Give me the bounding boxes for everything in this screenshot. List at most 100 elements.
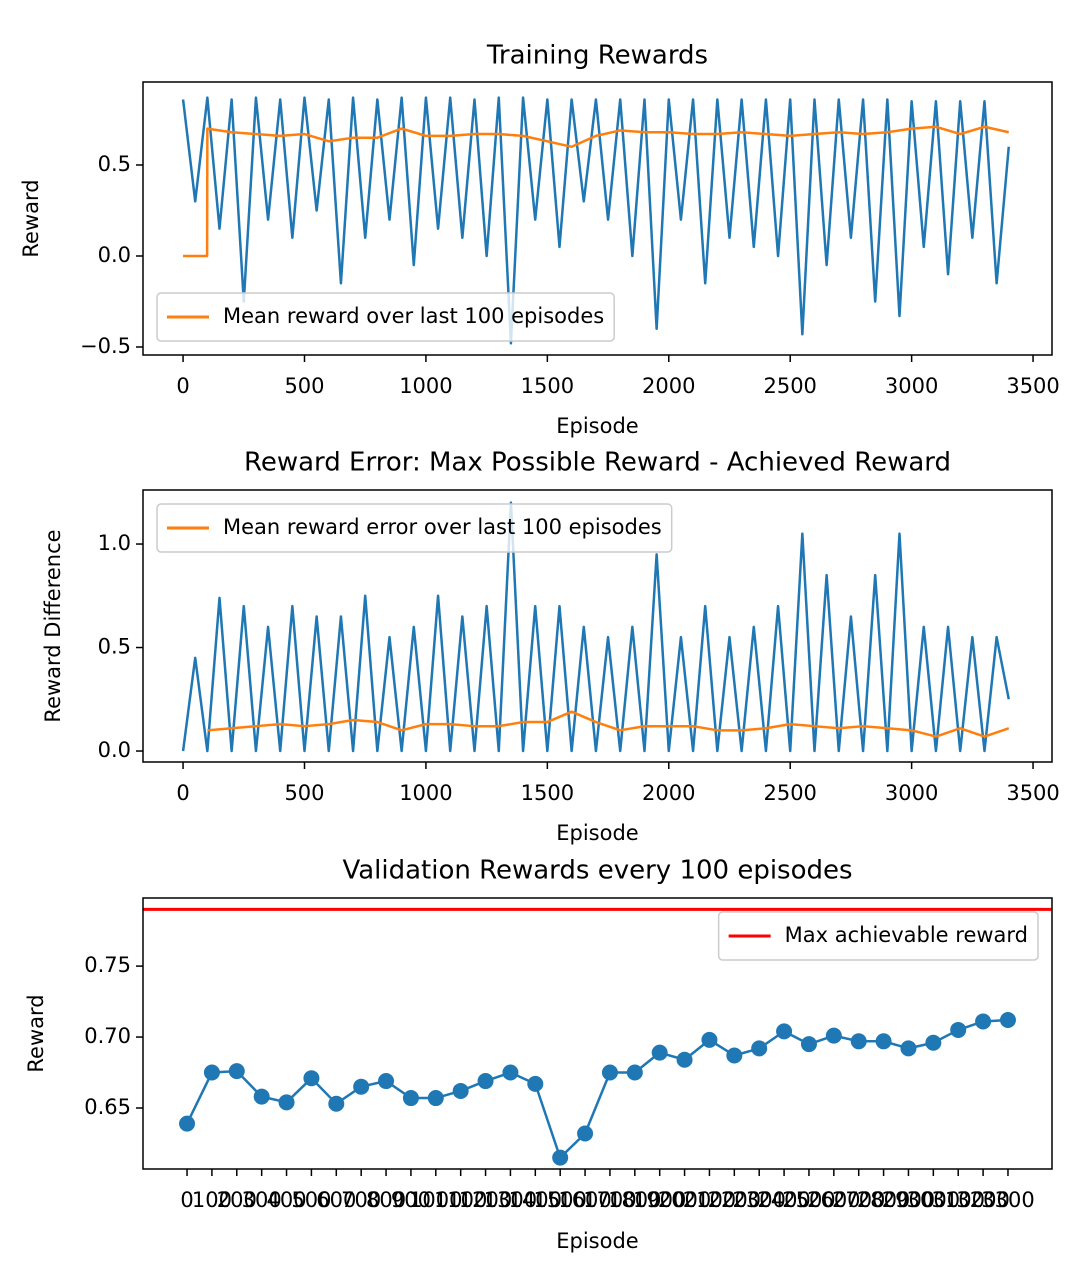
data-point [502,1064,519,1081]
x-tick-label: 2700 [832,1188,885,1212]
x-tick-label: 2000 [658,1188,711,1212]
data-point [303,1070,320,1087]
axes-frame [142,489,1053,763]
data-point [402,1090,419,1107]
data-point [253,1088,270,1105]
x-tick-label: 600 [316,1188,356,1212]
x-tick-label: 1500 [521,781,574,805]
data-point [950,1021,967,1038]
x-tick-label: 900 [391,1188,431,1212]
data-point [278,1094,295,1111]
data-point [776,1023,793,1040]
data-point [527,1075,544,1092]
y-tick-label: 0.5 [98,635,131,659]
x-tick-label: 2300 [732,1188,785,1212]
x-tick-label: 2100 [683,1188,736,1212]
x-tick-label: 3100 [931,1188,984,1212]
x-tick-label: 800 [366,1188,406,1212]
data-point [228,1063,245,1080]
data-point [875,1033,892,1050]
y-tick-label: 0.70 [84,1024,131,1048]
x-tick-label: 500 [284,374,324,398]
data-point [328,1095,345,1112]
axes-title: Validation Rewards every 100 episodes [342,856,852,886]
axes-title: Reward Error: Max Possible Reward - Achi… [244,448,951,478]
data-point [676,1051,693,1068]
axes-frame [142,897,1053,1170]
x-axis-label: Episode [556,1229,638,1253]
data-point [378,1073,395,1090]
x-tick-label: 2200 [708,1188,761,1212]
x-tick-label: 2600 [807,1188,860,1212]
data-point [353,1078,370,1095]
y-tick-label: 0.75 [84,953,131,977]
axes: Validation Rewards every 100 episodes Epi… [24,856,1053,1253]
x-tick-label: 3000 [907,1188,960,1212]
y-tick-label: 1.0 [98,531,131,555]
data-point [626,1064,643,1081]
series-line [207,710,1010,738]
axes-frame [142,81,1053,356]
x-tick-label: 3000 [885,781,938,805]
x-tick-label: 1400 [509,1188,562,1212]
x-tick-label: 0 [176,374,189,398]
y-tick-label: 0.0 [98,738,131,762]
x-tick-label: 1300 [484,1188,537,1212]
legend-frame [717,911,1039,961]
data-point [825,1027,842,1044]
data-point [601,1064,618,1081]
data-point [850,1033,867,1050]
x-tick-label: 2800 [857,1188,910,1212]
data-point [800,1036,817,1053]
legend-frame [156,503,673,553]
data-point [427,1090,444,1107]
x-tick-label: 2900 [882,1188,935,1212]
x-axis-label: Episode [556,821,638,845]
x-tick-label: 1700 [583,1188,636,1212]
x-tick-label: 300 [242,1188,282,1212]
legend-label: Mean reward error over last 100 episodes [223,515,662,539]
x-tick-label: 700 [341,1188,381,1212]
data-point [577,1125,594,1142]
x-tick-label: 1800 [608,1188,661,1212]
data-point [203,1064,220,1081]
data-point [975,1013,992,1030]
y-tick-label: 0.65 [84,1095,131,1119]
x-tick-label: 1000 [409,1188,462,1212]
x-tick-label: 1000 [399,781,452,805]
legend-label: Mean reward over last 100 episodes [223,304,604,328]
x-tick-label: 200 [217,1188,257,1212]
y-axis-label: Reward [24,994,48,1072]
x-tick-label: 1500 [521,374,574,398]
data-point [726,1047,743,1064]
axes: Training Rewards Episode Reward −0.5 0.0 0.5 0… [19,41,1060,439]
axes: Reward Error: Max Possible Reward - Achi… [41,448,1060,846]
x-tick-label: 2000 [642,781,695,805]
legend: Max achievable reward [717,911,1039,961]
x-tick-label: 1100 [434,1188,487,1212]
data-point [179,1115,196,1132]
x-tick-label: 2500 [782,1188,835,1212]
data-point [452,1082,469,1099]
y-axis-label: Reward [19,179,43,257]
y-tick-label: −0.5 [80,334,131,358]
legend-frame [156,292,615,342]
x-tick-label: 0 [176,781,189,805]
x-tick-label: 1500 [533,1188,586,1212]
x-tick-label: 1000 [399,374,452,398]
x-axis-label: Episode [556,414,638,438]
x-tick-label: 500 [284,781,324,805]
x-tick-label: 1200 [459,1188,512,1212]
y-axis-label: Reward Difference [41,529,65,722]
y-tick-label: 0.5 [98,152,131,176]
legend-label: Max achievable reward [785,923,1028,947]
x-tick-label: 2400 [757,1188,810,1212]
x-tick-label: 400 [266,1188,306,1212]
legend: Mean reward error over last 100 episodes [156,503,673,553]
series-line [185,1018,1009,1159]
x-tick-label: 2500 [763,374,816,398]
x-tick-label: 0 [180,1188,193,1212]
series-line [181,501,1010,753]
data-point [701,1031,718,1048]
